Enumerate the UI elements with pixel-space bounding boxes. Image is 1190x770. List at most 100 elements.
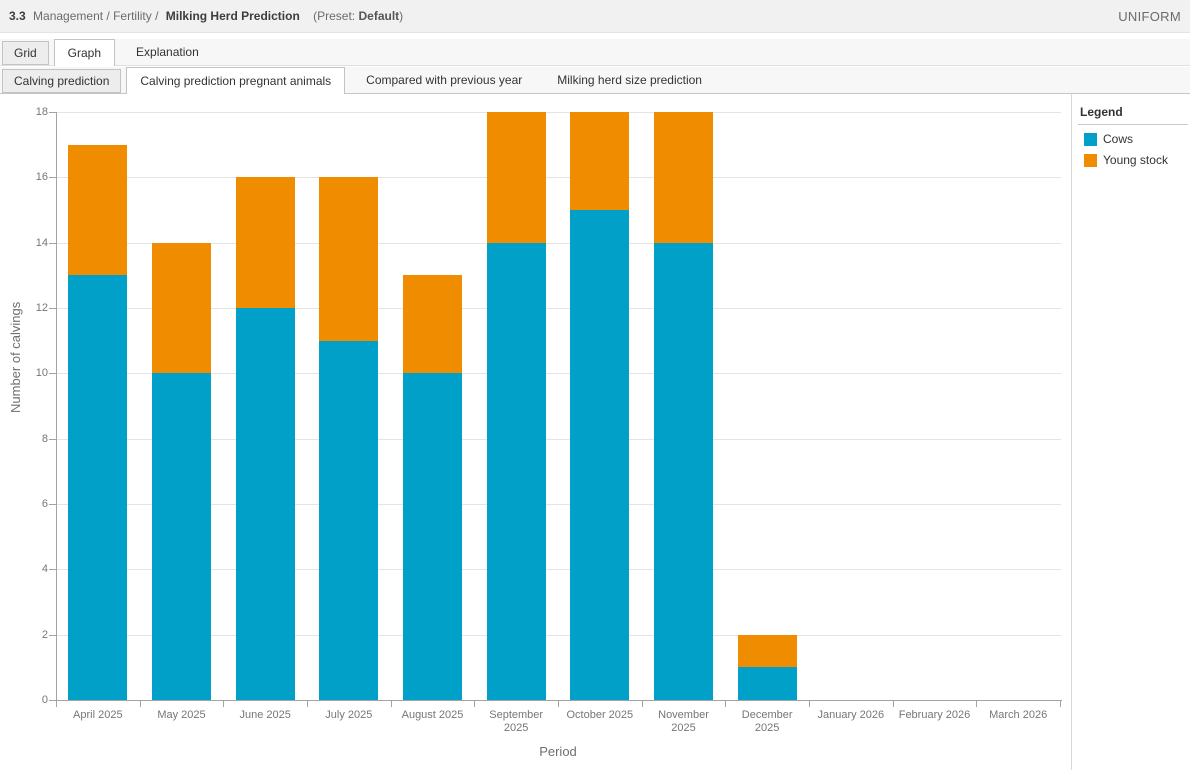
bar-segment-young-stock[interactable]: [570, 112, 630, 210]
tab-explanation[interactable]: Explanation: [136, 45, 199, 59]
gridline: [57, 242, 1061, 244]
y-tick-label: 6: [41, 498, 48, 510]
x-axis-tick: [56, 701, 57, 707]
secondary-tab-bar: Calving prediction Calving prediction pr…: [0, 67, 1190, 94]
x-axis-tick: [474, 701, 476, 707]
tab-compared-with-previous-year[interactable]: Compared with previous year: [366, 73, 523, 87]
brand-logo: UNIFORM: [1118, 8, 1181, 24]
bar-segment-young-stock[interactable]: [68, 144, 128, 276]
y-tick-label: 4: [41, 563, 48, 576]
y-axis-tick: [49, 242, 56, 244]
cows-color-swatch: [1084, 132, 1097, 146]
y-tick-label: 16: [35, 171, 48, 184]
x-axis-tick: [139, 701, 141, 707]
y-axis-tick: [49, 438, 56, 440]
x-category-label: June 2025: [239, 709, 291, 721]
bar-segment-cows[interactable]: [152, 373, 211, 700]
tab-calving-prediction-pregnant-animals[interactable]: Calving prediction pregnant animals: [126, 67, 346, 94]
x-category-label: February 2026: [898, 709, 971, 721]
x-category-label: September 2025: [489, 709, 544, 734]
bar-segment-young-stock[interactable]: [235, 177, 295, 308]
x-axis-line: [56, 700, 1062, 701]
gridline: [57, 112, 1061, 113]
y-axis-tick: [49, 177, 56, 179]
breadcrumb-path: Management / Fertility /: [33, 9, 159, 23]
bar-segment-cows[interactable]: [68, 275, 128, 700]
bar-segment-cows[interactable]: [486, 242, 546, 700]
x-axis-tick: [725, 701, 727, 707]
legend-item-label: Young stock: [1103, 153, 1168, 167]
preset-label: (Preset: Default): [313, 9, 404, 23]
legend-item-cows: Cows: [1084, 132, 1190, 146]
gridline: [57, 569, 1061, 571]
header: 3.3 Management / Fertility / Milking Her…: [0, 0, 1190, 33]
bar-segment-young-stock[interactable]: [152, 242, 211, 374]
legend-divider: [1071, 94, 1072, 770]
x-axis-tick: [307, 701, 308, 707]
x-category-label: December 2025: [741, 709, 793, 734]
primary-tab-bar: Grid Graph Explanation: [0, 39, 1190, 66]
bar-segment-cows[interactable]: [319, 340, 379, 700]
x-category-label: January 2026: [817, 709, 885, 721]
y-tick-label: 18: [35, 106, 48, 118]
x-category-label: April 2025: [73, 709, 123, 721]
legend-rule: [1078, 124, 1188, 125]
gridline: [57, 438, 1061, 440]
bar-segment-young-stock[interactable]: [654, 112, 713, 243]
y-tick-label: 8: [41, 432, 48, 445]
tab-calving-prediction[interactable]: Calving prediction: [2, 69, 122, 93]
x-axis-tick: [223, 701, 225, 707]
x-category-label: March 2026: [989, 709, 1048, 721]
y-axis-tick: [49, 504, 56, 505]
bar-segment-young-stock[interactable]: [486, 112, 546, 243]
legend-title: Legend: [1080, 105, 1123, 119]
bar-segment-young-stock[interactable]: [737, 634, 797, 668]
x-axis-title: Period: [539, 744, 577, 759]
y-tick-label: 10: [35, 367, 48, 380]
y-axis-tick: [49, 634, 56, 636]
legend-item-label: Cows: [1103, 132, 1134, 146]
x-category-label: November 2025: [658, 709, 709, 734]
x-axis-tick: [390, 701, 392, 707]
gridline: [57, 373, 1061, 375]
y-tick-label: 12: [35, 302, 48, 314]
y-axis-tick: [49, 700, 56, 701]
bar-segment-young-stock[interactable]: [319, 177, 379, 341]
legend-item-young-stock: Young stock: [1084, 153, 1190, 167]
y-tick-label: 14: [35, 236, 48, 249]
y-axis-tick: [49, 373, 56, 375]
breadcrumb: 3.3 Management / Fertility / Milking Her…: [9, 9, 403, 23]
gridline: [57, 634, 1061, 636]
y-axis-tick: [49, 112, 56, 113]
bar-segment-young-stock[interactable]: [403, 275, 462, 374]
x-axis-tick: [558, 701, 559, 707]
y-axis-line: [56, 112, 57, 701]
breadcrumb-number: 3.3: [9, 9, 26, 23]
y-axis-tick: [49, 308, 56, 309]
x-axis-tick: [1060, 701, 1061, 707]
gridline: [57, 308, 1061, 309]
bar-segment-cows[interactable]: [570, 210, 630, 700]
bar-segment-cows[interactable]: [235, 308, 295, 700]
gridline: [57, 177, 1061, 179]
tab-grid[interactable]: Grid: [2, 41, 49, 65]
y-axis-title: Number of calvings: [8, 301, 23, 413]
young-stock-color-swatch: [1084, 153, 1097, 167]
x-axis-tick: [809, 701, 810, 707]
y-axis-tick: [49, 569, 56, 571]
x-category-label: May 2025: [157, 709, 206, 721]
gridline: [57, 504, 1061, 505]
bar-segment-cows[interactable]: [654, 242, 713, 700]
tab-milking-herd-size-prediction[interactable]: Milking herd size prediction: [557, 73, 702, 87]
x-axis-tick: [892, 701, 894, 707]
y-tick-label: 2: [41, 628, 48, 641]
bar-segment-cows[interactable]: [403, 373, 462, 700]
x-axis-tick: [976, 701, 978, 707]
tab-graph[interactable]: Graph: [53, 39, 116, 66]
preset-value: Default: [358, 9, 400, 23]
x-category-label: July 2025: [325, 709, 373, 721]
bar-segment-cows[interactable]: [737, 667, 797, 700]
legend-panel: Legend Cows Young stock: [1072, 94, 1190, 770]
x-category-label: August 2025: [401, 709, 464, 721]
x-axis-tick: [641, 701, 643, 707]
